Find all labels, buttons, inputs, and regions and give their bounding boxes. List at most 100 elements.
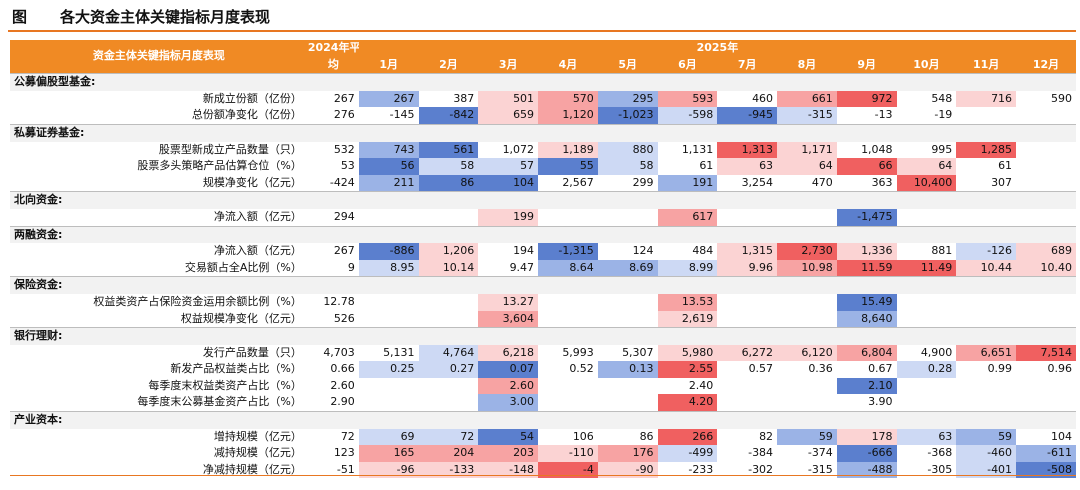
section-title: 银行理财:	[10, 327, 1076, 345]
month-value-cell: -1,475	[836, 208, 897, 227]
month-value-cell: 10.40	[1016, 259, 1076, 277]
month-value-cell: 0.99	[987, 362, 1013, 376]
row-label: 新发产品权益类占比（%）	[170, 362, 302, 376]
row-avg-2024: 53	[340, 159, 355, 173]
month-value-cell: 13.27	[478, 293, 539, 311]
table-row: 减持规模（亿元） 123 165 204 203 -110 176 -499 -384 -374-…	[10, 445, 1076, 462]
table-row: 净减持规模（亿元） -51 -96 -133 -148 -4 -90 -233 -302 -315…	[10, 461, 1076, 479]
month-value-cell	[777, 378, 837, 395]
page-title: 各大资金主体关键指标月度表现	[60, 8, 271, 26]
row-avg-2024: 12.78	[323, 294, 355, 308]
month-value-cell	[598, 209, 658, 226]
month-value-cell: -611	[1016, 445, 1076, 462]
month-value-cell: 1,189	[538, 141, 598, 159]
table-body: 公募偏股型基金: 新成立份额（亿份） 267 267 387 501 570 295 593 46…	[10, 73, 1076, 479]
section-title: 私募证券基金:	[10, 123, 1076, 142]
title-underline	[8, 30, 1076, 32]
month-value-cell: 880	[597, 141, 658, 159]
row-label: 每季度末权益类资产占比（%）	[148, 378, 302, 392]
month-value-cell	[717, 311, 777, 328]
month-value-cell	[717, 378, 777, 395]
table-row: 每季度末公募基金资产占比（%） 2.90 3.00 4.20 3.90	[10, 394, 1076, 412]
month-value-cell	[538, 394, 598, 411]
month-value-cell: -13	[874, 108, 893, 122]
month-value-cell: 72	[418, 428, 479, 446]
month-value-cell: 484	[692, 244, 714, 258]
month-value-cell	[419, 311, 479, 328]
month-value-cell: 2.55	[657, 361, 718, 378]
month-value-cell: -945	[717, 107, 778, 125]
month-value-cell: 1,313	[717, 141, 778, 159]
month-value-cell: -666	[836, 445, 897, 462]
month-value-cell	[777, 311, 837, 328]
row-avg-2024: 532	[333, 142, 355, 156]
row-avg-2024: 4,703	[323, 345, 355, 359]
row-avg-2024: -424	[329, 175, 355, 189]
month-value-cell: 64	[777, 158, 837, 175]
month-value-cell: 178	[836, 428, 897, 446]
month-value-cell	[538, 311, 598, 328]
header-month: 6月	[657, 56, 718, 74]
month-value-cell: 7,514	[1016, 344, 1076, 362]
section-header: 银行理财:	[10, 327, 1076, 345]
month-value-cell: 470	[811, 175, 833, 189]
row-avg-2024: 276	[333, 108, 355, 122]
month-value-cell: 204	[418, 445, 479, 462]
month-value-cell: 61	[699, 159, 714, 173]
month-value-cell: 86	[418, 174, 479, 192]
month-value-cell: 0.28	[896, 361, 957, 378]
month-value-cell: 4,900	[920, 345, 953, 359]
month-value-cell: 460	[752, 91, 774, 105]
month-value-cell	[956, 378, 1016, 395]
month-value-cell: 0.27	[418, 361, 479, 378]
month-value-cell	[419, 378, 479, 395]
month-value-cell: 165	[358, 445, 419, 462]
table-row: 权益规模净变化（亿元） 526 3,604 2,619 8,640	[10, 310, 1076, 328]
month-value-cell: 2,730	[777, 243, 837, 260]
month-value-cell: 199	[478, 208, 539, 227]
row-avg-2024: 2.60	[330, 378, 355, 392]
month-value-cell: 57	[478, 158, 539, 175]
month-value-cell: 501	[478, 90, 539, 108]
month-value-cell: 1,285	[956, 141, 1017, 159]
row-label: 股票型新成立产品数量（只）	[158, 142, 302, 156]
bottom-rule	[10, 475, 1076, 476]
month-value-cell: 10,400	[896, 174, 957, 192]
month-value-cell	[956, 107, 1016, 124]
section-header: 北向资金:	[10, 191, 1076, 209]
month-value-cell: 3.00	[478, 394, 539, 412]
month-value-cell: 661	[777, 90, 837, 108]
month-value-cell	[1016, 175, 1076, 192]
row-label: 规模净变化（亿元）	[202, 175, 302, 189]
section-title: 两融资金:	[10, 225, 1076, 244]
row-avg-2024: 294	[333, 209, 355, 223]
month-value-cell: 363	[871, 175, 893, 189]
month-value-cell	[777, 394, 837, 411]
month-value-cell: 387	[453, 91, 475, 105]
month-value-cell: 3.90	[868, 395, 893, 409]
row-label: 增持规模（亿元）	[213, 429, 302, 443]
month-value-cell: 104	[478, 174, 539, 192]
month-value-cell: -233	[688, 462, 714, 476]
header-month: 11月	[956, 56, 1017, 74]
row-label: 减持规模（亿元）	[213, 446, 302, 460]
table-row: 净流入额（亿元） 294 199 617 -1,475	[10, 208, 1076, 227]
row-avg-2024: 526	[333, 311, 355, 325]
month-value-cell	[1016, 158, 1076, 175]
header-month: 1月	[358, 56, 419, 74]
month-value-cell: 194	[513, 244, 535, 258]
month-value-cell: 4,764	[418, 344, 479, 362]
row-label: 发行产品数量（只）	[202, 345, 302, 359]
month-value-cell: 307	[991, 175, 1013, 189]
row-label: 净流入额（亿元）	[213, 244, 302, 258]
month-value-cell: 1,131	[681, 142, 714, 156]
month-value-cell: -598	[657, 107, 718, 125]
header-avg-line1: 2024年平	[307, 40, 359, 57]
section-header: 公募偏股型基金:	[10, 73, 1076, 91]
month-value-cell: 1,315	[717, 243, 778, 260]
month-value-cell: 9.96	[717, 259, 778, 277]
month-value-cell	[359, 394, 419, 411]
month-value-cell	[1016, 209, 1076, 226]
month-value-cell: 58	[597, 158, 658, 175]
month-value-cell: 0.52	[569, 362, 594, 376]
